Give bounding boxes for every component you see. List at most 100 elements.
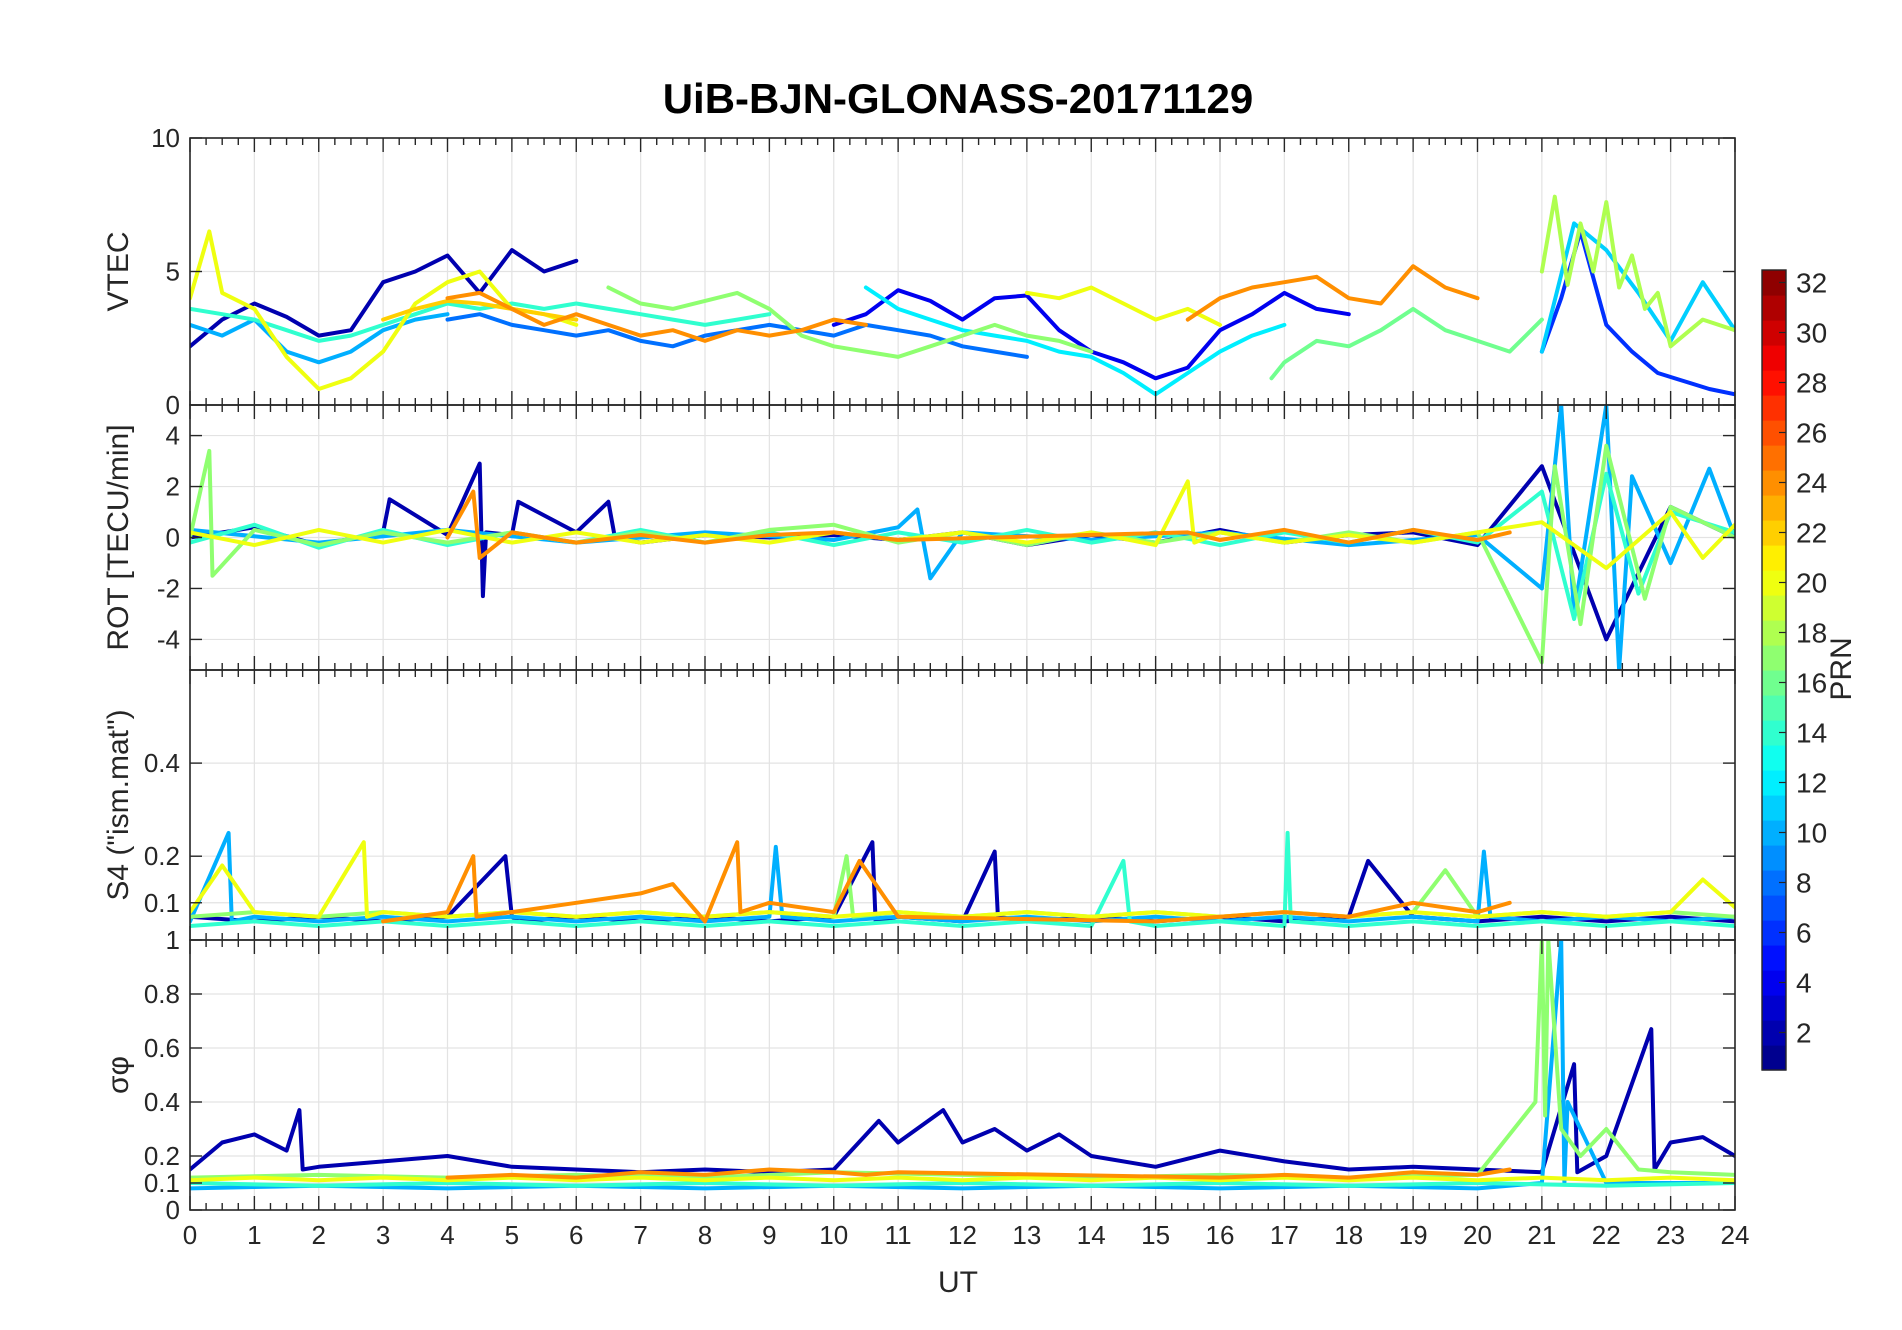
x-tick-labels: 0 1 2 3 4 5 6 7 8 9 10 11 12 13 14 15 16 17 18 19 20 21 22 23 24: [183, 1220, 1750, 1250]
y-tick-label: 0.1: [144, 888, 180, 918]
panel-rot: -4 -2 0 2 4 ROT [TECU/min]: [102, 404, 1736, 671]
series-prn-18: [1539, 194, 1735, 349]
series-prn-14: [190, 301, 772, 343]
series-prn-20: [190, 840, 1735, 919]
colorbar-tick-label: 16: [1796, 668, 1827, 699]
series-prn-14: [190, 1181, 1735, 1188]
chart-title: UiB-BJN-GLONASS-20171129: [663, 75, 1254, 122]
x-tick-label: 0: [183, 1220, 197, 1250]
panel-vtec-ylabel: VTEC: [102, 231, 135, 311]
y-tick-label: 0.4: [144, 1087, 180, 1117]
x-tick-label: 6: [569, 1220, 583, 1250]
series-prn-17: [606, 285, 1094, 359]
panel-rot-xticks: [189, 405, 1736, 670]
colorbar-tick-label: 18: [1796, 618, 1827, 649]
series-prn-20: [190, 1175, 1735, 1183]
panel-sigma-xticks: [189, 940, 1736, 1210]
colorbar-tick-label: 6: [1796, 918, 1812, 949]
x-tick-label: 22: [1592, 1220, 1621, 1250]
x-tick-label: 20: [1463, 1220, 1492, 1250]
y-tick-label: 0.2: [144, 841, 180, 871]
series-prn-22: [381, 298, 579, 322]
colorbar-tick-label: 22: [1796, 518, 1827, 549]
x-tick-label: 12: [948, 1220, 977, 1250]
series-prn-2: [190, 248, 579, 349]
colorbar-segment: [1762, 645, 1786, 671]
colorbar-segment: [1762, 745, 1786, 771]
colorbar-segment: [1762, 395, 1786, 421]
colorbar-tick-label: 20: [1796, 568, 1827, 599]
x-tick-label: 4: [440, 1220, 454, 1250]
y-tick-label: 0.6: [144, 1033, 180, 1063]
x-tick-label: 19: [1399, 1220, 1428, 1250]
colorbar-segment: [1762, 345, 1786, 371]
colorbar-label: PRN: [1825, 637, 1858, 700]
colorbar-segment: [1762, 695, 1786, 721]
series-prn-24: [1185, 264, 1480, 322]
y-tick-label: 0.2: [144, 1141, 180, 1171]
colorbar-tick-label: 2: [1796, 1018, 1812, 1049]
y-tick-label: 2: [166, 472, 180, 502]
colorbar-segment: [1762, 545, 1786, 571]
panel-vtec-series: [190, 194, 1735, 397]
colorbar-tick-label: 26: [1796, 418, 1827, 449]
y-tick-label: 1: [166, 925, 180, 955]
x-tick-label: 9: [762, 1220, 776, 1250]
colorbar-segment: [1762, 495, 1786, 521]
panel-sigma-ylabel: σφ: [102, 1056, 135, 1094]
series-prn-24: [445, 489, 1512, 560]
series-prn-24: [445, 1167, 1512, 1180]
colorbar-tick-label: 24: [1796, 468, 1827, 499]
y-tick-label: 0: [166, 523, 180, 553]
series-prn-16: [1269, 306, 1544, 381]
colorbar-segment: [1762, 445, 1786, 471]
panel-vtec: 0 5 10 VTEC: [102, 123, 1736, 420]
series-prn-11: [1539, 221, 1735, 354]
y-tick-label: 0.1: [144, 1168, 180, 1198]
x-tick-label: 7: [633, 1220, 647, 1250]
x-tick-label: 17: [1270, 1220, 1299, 1250]
colorbar-tick-label: 10: [1796, 818, 1827, 849]
colorbar-segment: [1762, 845, 1786, 871]
colorbar-tick-label: 28: [1796, 368, 1827, 399]
x-tick-label: 8: [698, 1220, 712, 1250]
colorbar-segment: [1762, 995, 1786, 1021]
panel-rot-series: [190, 405, 1735, 670]
panel-s4-ylabel: S4 ("ism.mat"): [102, 709, 135, 900]
series-prn-20: [1024, 285, 1222, 327]
panel-s4: 0.1 0.2 0.4 S4 ("ism.mat"): [102, 669, 1736, 941]
panel-sigma: 00.10.2 0.4 0.6 0.8 1 σφ: [102, 925, 1736, 1225]
x-tick-label: 23: [1656, 1220, 1685, 1250]
colorbar-segment: [1762, 895, 1786, 921]
x-tick-label: 21: [1527, 1220, 1556, 1250]
x-tick-label: 11: [885, 1220, 912, 1250]
colorbar-segment: [1762, 295, 1786, 321]
colorbar-segment: [1762, 795, 1786, 821]
y-tick-label: 4: [166, 421, 180, 451]
x-axis-label: UT: [938, 1266, 978, 1299]
panel-rot-ylabel: ROT [TECU/min]: [102, 424, 135, 650]
x-tick-label: 18: [1334, 1220, 1363, 1250]
y-tick-label: 5: [166, 257, 180, 287]
y-tick-label: 0: [166, 1195, 180, 1225]
panel-s4-xticks: [189, 670, 1736, 940]
colorbar-tick-label: 32: [1796, 268, 1827, 299]
x-tick-label: 16: [1206, 1220, 1235, 1250]
colorbar-tick-label: 30: [1796, 318, 1827, 349]
panel-vtec-xticks: [189, 138, 1736, 405]
x-tick-label: 2: [312, 1220, 326, 1250]
y-tick-label: -2: [157, 573, 180, 603]
x-tick-label: 3: [376, 1220, 390, 1250]
series-prn-24: [381, 840, 1512, 924]
colorbar-segment: [1762, 1045, 1786, 1071]
y-tick-label: 0: [166, 390, 180, 420]
series-prn-24: [445, 290, 868, 343]
y-tick-label: 10: [151, 123, 180, 153]
x-tick-label: 13: [1012, 1220, 1041, 1250]
y-tick-label: 0.4: [144, 748, 180, 778]
x-tick-label: 1: [247, 1220, 261, 1250]
x-tick-label: 24: [1721, 1220, 1750, 1250]
